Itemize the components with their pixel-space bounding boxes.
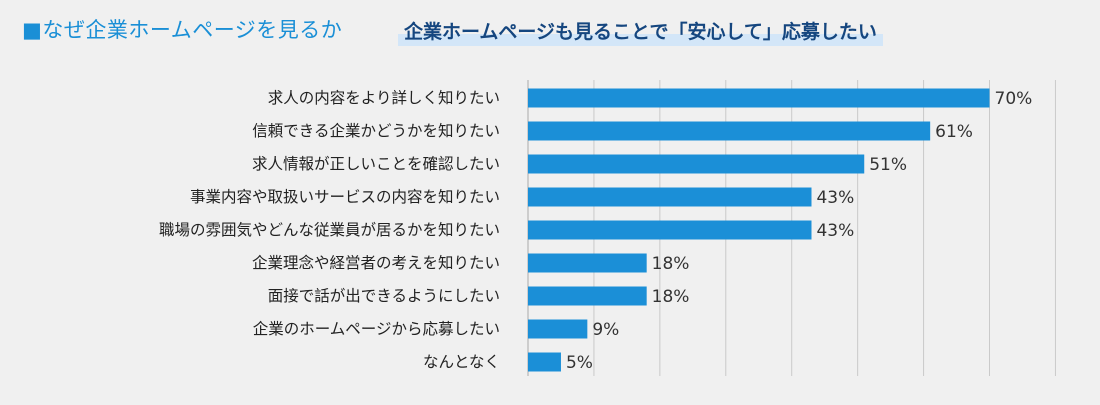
bar bbox=[528, 220, 812, 240]
category-label: 求人の内容をより詳しく知りたい bbox=[268, 89, 500, 107]
value-label: 5% bbox=[566, 353, 593, 373]
category-label: 職場の雰囲気やどんな従業員が居るかを知りたい bbox=[159, 221, 500, 239]
value-label: 43% bbox=[816, 188, 854, 208]
value-label: 18% bbox=[652, 287, 690, 307]
bar bbox=[528, 88, 990, 108]
value-label: 70% bbox=[995, 89, 1033, 109]
category-label: 面接で話が出できるようにしたい bbox=[268, 287, 500, 305]
bar bbox=[528, 187, 812, 207]
value-label: 9% bbox=[592, 320, 619, 340]
value-labels: 70% 61% 51% 43% 43% 18% 18% 9% 5% bbox=[566, 89, 1032, 373]
category-label: なんとなく bbox=[423, 353, 500, 371]
category-label: 企業のホームページから応募したい bbox=[253, 320, 500, 338]
category-label: 企業理念や経営者の考えを知りたい bbox=[252, 253, 500, 272]
category-label: 求人情報が正しいことを確認したい bbox=[252, 155, 500, 173]
chart-title: ■なぜ企業ホームページを見るか bbox=[22, 18, 343, 42]
value-label: 51% bbox=[869, 155, 907, 175]
category-labels: 求人の内容をより詳しく知りたい信頼できる企業かどうかを知りたい求人情報が正しいこ… bbox=[159, 89, 500, 371]
value-label: 18% bbox=[652, 254, 690, 274]
category-label: 信頼できる企業かどうかを知りたい bbox=[252, 122, 500, 140]
bar bbox=[528, 253, 647, 273]
bar bbox=[528, 352, 561, 372]
bar bbox=[528, 319, 588, 339]
bars bbox=[528, 88, 990, 372]
value-label: 43% bbox=[816, 221, 854, 241]
chart-header: ■なぜ企業ホームページを見るか bbox=[22, 14, 342, 44]
bar bbox=[528, 286, 647, 306]
chart-subtitle: 企業ホームページも見ることで「安心して」応募したい bbox=[398, 17, 883, 46]
value-label: 61% bbox=[935, 122, 973, 142]
bar bbox=[528, 154, 865, 174]
bar bbox=[528, 121, 931, 141]
category-label: 事業内容や取扱いサービスの内容を知りたい bbox=[190, 188, 500, 206]
